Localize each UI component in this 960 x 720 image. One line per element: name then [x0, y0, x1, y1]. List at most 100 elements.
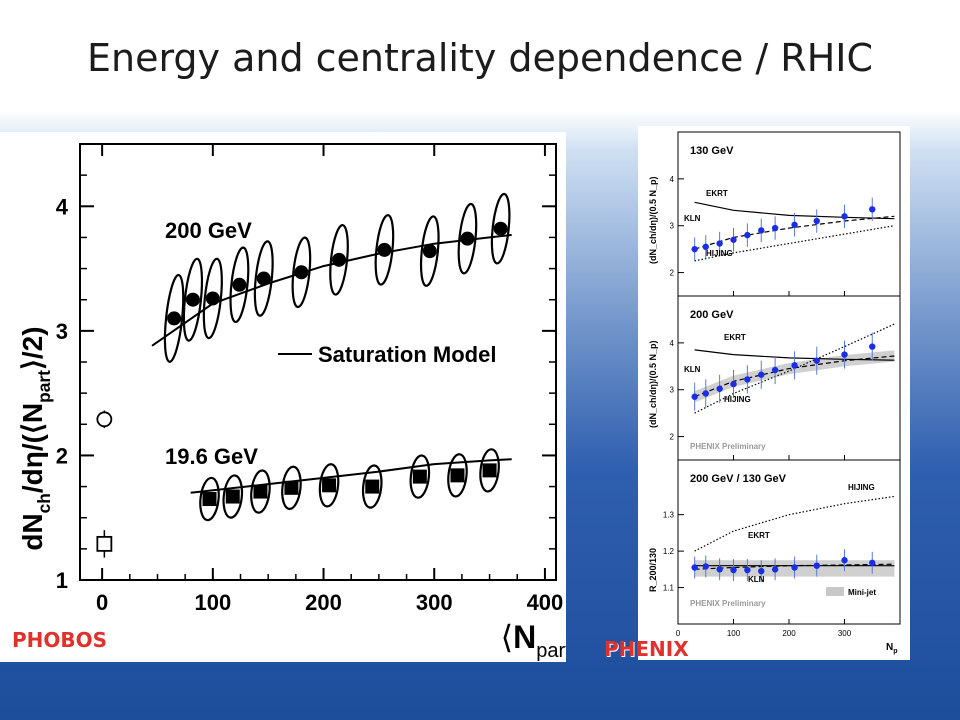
- phobos-19gev-error-ellipse: [199, 476, 220, 522]
- phobos-19gev-error-ellipse: [409, 454, 431, 499]
- phenix-y-tick-label: 4: [670, 339, 675, 348]
- phobos-19gev-label: 19.6 GeV: [165, 444, 258, 469]
- phenix-ekrt-label: EKRT: [724, 333, 746, 342]
- phenix-hijing-label: HIJING: [706, 249, 733, 258]
- phenix-panel-title: 130 GeV: [690, 145, 734, 157]
- phenix-panel-title: 200 GeV / 130 GeV: [690, 473, 787, 485]
- phobos-200gev-point: [493, 221, 508, 236]
- phobos-y-tick-label: 4: [56, 194, 69, 219]
- phobos-19gev-error-ellipse: [447, 453, 468, 498]
- phobos-200gev-error-ellipse: [229, 246, 250, 324]
- phobos-chart-panel: 0 100 200 300 400 1 2 3 4 dNch/dη/(⟨Npart⟩/2) ⟨Npa…: [0, 132, 583, 662]
- phobos-19gev-point: [412, 469, 427, 484]
- phenix-y-tick-label: 2: [670, 269, 675, 278]
- phenix-data-point: [771, 366, 779, 374]
- phobos-x-tick-label: 0: [96, 590, 108, 615]
- phenix-data-point: [716, 240, 723, 247]
- phobos-200gev-error-ellipse: [329, 224, 349, 296]
- phenix-data-point: [869, 343, 876, 350]
- phenix-data-point: [791, 221, 798, 228]
- phobos-y-tick-label: 1: [56, 568, 68, 593]
- phenix-x-tick-label: 200: [782, 629, 796, 638]
- phenix-data-point: [841, 557, 848, 564]
- phenix-data-point: [730, 236, 737, 243]
- phobos-200gev-error-ellipse: [457, 202, 478, 275]
- phobos-19gev-point: [202, 492, 217, 507]
- phobos-200gev-point: [256, 271, 271, 286]
- phenix-data-point: [791, 564, 798, 571]
- phenix-data-point: [758, 567, 765, 575]
- phenix-chart: 2 3 4 130 GeV (dN_ch/dη)/(0.5 N_p) EKRT KLN HIJ…: [648, 131, 901, 655]
- phobos-200gev-error-ellipse: [419, 215, 440, 287]
- phobos-19gev-error-ellipse: [222, 474, 244, 519]
- phenix-y-tick-label: 1.2: [663, 547, 675, 556]
- phenix-panel-y-label: (dN_ch/dη)/(0.5 N_p): [648, 176, 658, 264]
- phobos-x-tick-label: 300: [416, 590, 453, 615]
- phobos-200gev-error-ellipse: [202, 257, 223, 340]
- phenix-kln-label: KLN: [748, 575, 765, 584]
- phobos-200gev-point: [205, 291, 220, 306]
- phenix-y-tick-label: 3: [670, 386, 675, 395]
- phenix-hijing-curve: [694, 225, 895, 262]
- phenix-ekrt-label: EKRT: [748, 531, 770, 540]
- phenix-data-point: [744, 376, 751, 383]
- phobos-200gev-label: 200 GeV: [165, 218, 252, 243]
- phenix-hijing-curve: [694, 495, 895, 552]
- phobos-pp-200-point: [96, 411, 113, 428]
- phenix-data-point: [813, 217, 820, 225]
- phenix-data-point: [869, 206, 876, 213]
- legend-saturation-model-label: Saturation Model: [318, 342, 496, 367]
- phenix-data-point: [691, 245, 698, 253]
- phobos-200gev-error-ellipse: [490, 192, 511, 265]
- phenix-chart-panel: 2 3 4 130 GeV (dN_ch/dη)/(0.5 N_p) EKRT KLN HIJ…: [638, 126, 910, 660]
- phenix-y-tick-label: 1.1: [663, 584, 675, 593]
- phenix-data-point: [716, 566, 723, 573]
- phobos-x-axis-label: ⟨Npart⟩: [501, 619, 566, 662]
- phenix-data-point: [730, 380, 737, 388]
- phobos-x-tick-label: 200: [305, 590, 342, 615]
- phenix-x-tick-label: 300: [838, 629, 852, 638]
- phobos-19gev-point: [322, 478, 337, 493]
- phobos-19gev-error-ellipse: [281, 465, 302, 510]
- slide-title: Energy and centrality dependence / RHIC: [86, 36, 874, 80]
- phobos-x-tick-label: 400: [527, 590, 564, 615]
- phenix-data-point: [702, 563, 709, 570]
- phobos-19gev-point: [253, 484, 268, 499]
- phobos-200gev-point: [294, 265, 309, 280]
- phobos-19gev-error-ellipse: [318, 463, 340, 508]
- phenix-preliminary-label: PHENIX Preliminary: [690, 442, 766, 451]
- phenix-data-point: [744, 566, 751, 574]
- phenix-data-point: [771, 566, 779, 573]
- phenix-data-point: [771, 224, 779, 232]
- phenix-data-point: [791, 362, 798, 369]
- phenix-minijet-label: Mini-jet: [848, 588, 876, 597]
- phenix-data-point: [813, 562, 820, 569]
- phobos-19gev-point: [365, 479, 380, 494]
- phobos-19gev-point: [482, 463, 497, 478]
- phenix-data-point: [691, 564, 698, 571]
- phenix-data-point: [702, 243, 709, 250]
- phenix-label: PHENIX: [604, 637, 689, 661]
- phenix-hijing-label: HIJING: [848, 483, 875, 492]
- phobos-19gev-point: [225, 489, 240, 504]
- phenix-kln-label: KLN: [684, 214, 701, 223]
- phenix-x-tick-label: 100: [727, 629, 741, 638]
- phobos-pp-19-point: [96, 535, 113, 552]
- phobos-200gev-point: [460, 231, 475, 246]
- phenix-kln-label: KLN: [684, 365, 701, 374]
- phenix-y-tick-label: 4: [670, 175, 675, 184]
- phenix-panel-y-label: (dN_ch/dη)/(0.5 N_p): [648, 340, 658, 428]
- phobos-200gev-error-ellipse: [253, 240, 274, 317]
- phobos-200gev-point: [332, 252, 347, 267]
- phenix-data-point: [813, 357, 820, 364]
- phenix-panel-y-label: R_200/130: [648, 548, 658, 592]
- phobos-chart: 0 100 200 300 400 1 2 3 4 dNch/dη/(⟨Npart⟩/2) ⟨Npa…: [17, 143, 583, 662]
- phenix-data-point: [691, 393, 698, 400]
- phenix-x-axis-label: Np: [886, 642, 898, 655]
- phobos-200gev-error-ellipse: [182, 257, 204, 342]
- phobos-200gev-point: [377, 242, 392, 257]
- phenix-y-tick-label: 1.3: [663, 511, 675, 520]
- phobos-200gev-point: [232, 277, 247, 292]
- phenix-data-point: [744, 231, 751, 239]
- phenix-data-point: [702, 390, 709, 397]
